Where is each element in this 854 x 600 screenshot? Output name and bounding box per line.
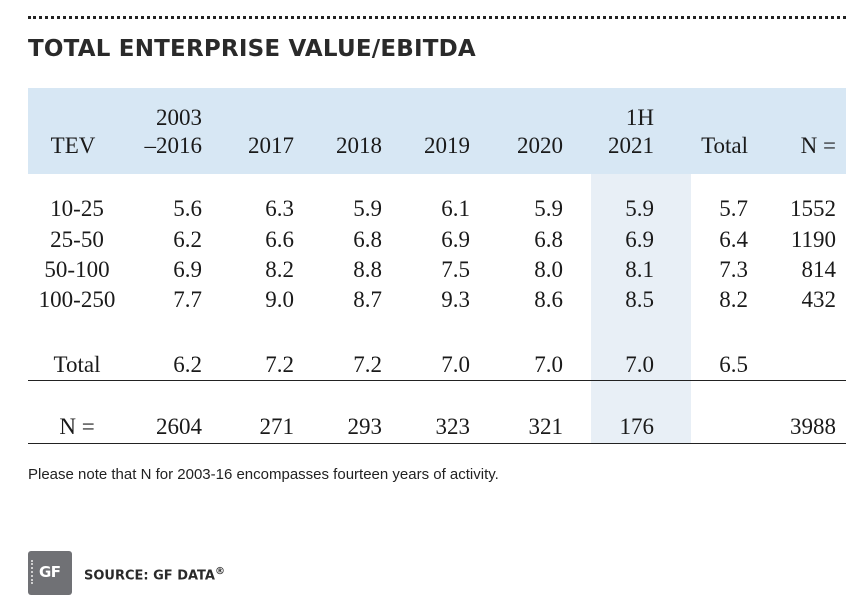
row-label: 25-50 bbox=[50, 227, 104, 252]
table-row: 50-100 6.9 8.2 8.8 7.5 8.0 8.1 7.3 814 bbox=[28, 255, 846, 285]
total-row: Total 6.2 7.2 7.2 7.0 7.0 7.0 6.5 bbox=[28, 350, 846, 380]
cell-n: 1190 bbox=[790, 227, 836, 252]
cell-2019: 7.5 bbox=[441, 257, 470, 282]
registered-mark: ® bbox=[214, 566, 225, 577]
cell-2017: 6.6 bbox=[265, 227, 294, 252]
cell-2017: 9.0 bbox=[265, 287, 294, 312]
dotted-divider bbox=[28, 16, 846, 19]
cell-2019: 6.1 bbox=[441, 196, 470, 221]
cell-2020: 6.8 bbox=[534, 227, 563, 252]
table-header-band bbox=[28, 88, 846, 174]
cell-1h-2021: 8.1 bbox=[625, 257, 654, 282]
cell-2019: 6.9 bbox=[441, 227, 470, 252]
table-bottom-rule bbox=[28, 443, 846, 444]
row-label: N = bbox=[59, 414, 95, 439]
n-row: N = 2604 271 293 323 321 176 3988 bbox=[28, 412, 846, 442]
cell-1h-2021: 176 bbox=[619, 414, 655, 439]
table-row: 100-250 7.7 9.0 8.7 9.3 8.6 8.5 8.2 432 bbox=[28, 285, 846, 315]
header-total: Total bbox=[701, 133, 748, 158]
cell-2003-2016: 6.2 bbox=[173, 227, 202, 252]
logo-text: GF bbox=[39, 563, 61, 581]
cell-2020: 321 bbox=[528, 414, 564, 439]
cell-2017: 271 bbox=[259, 414, 295, 439]
header-2003-line1: 2003 bbox=[156, 105, 202, 130]
footnote: Please note that N for 2003-16 encompass… bbox=[28, 466, 499, 483]
cell-1h-2021: 6.9 bbox=[625, 227, 654, 252]
cell-2003-2016: 7.7 bbox=[173, 287, 202, 312]
source-label: SOURCE: GF DATA bbox=[84, 568, 215, 584]
table-title: TOTAL ENTERPRISE VALUE/EBITDA bbox=[28, 36, 476, 62]
cell-2017: 8.2 bbox=[265, 257, 294, 282]
cell-2020: 5.9 bbox=[534, 196, 563, 221]
cell-2019: 7.0 bbox=[441, 352, 470, 377]
cell-1h-2021: 7.0 bbox=[625, 352, 654, 377]
header-2003-line2: –2016 bbox=[144, 133, 203, 158]
row-label: 100-250 bbox=[38, 287, 116, 312]
cell-2018: 293 bbox=[347, 414, 383, 439]
table-rule bbox=[28, 380, 846, 381]
logo-dots bbox=[31, 560, 36, 584]
cell-2003-2016: 2604 bbox=[156, 414, 202, 439]
cell-total: 7.3 bbox=[719, 257, 748, 282]
cell-2018: 7.2 bbox=[353, 352, 382, 377]
cell-2018: 6.8 bbox=[353, 227, 382, 252]
header-2017: 2017 bbox=[248, 133, 294, 158]
cell-2020: 8.6 bbox=[534, 287, 563, 312]
row-label: 50-100 bbox=[44, 257, 110, 282]
header-2018: 2018 bbox=[336, 133, 382, 158]
cell-2018: 8.8 bbox=[353, 257, 382, 282]
row-label: Total bbox=[53, 352, 101, 377]
cell-n: 1552 bbox=[790, 196, 836, 221]
cell-n: 814 bbox=[801, 257, 837, 282]
header-tev: TEV bbox=[50, 133, 96, 158]
highlighted-column-1h-2021 bbox=[591, 174, 691, 444]
header-2020: 2020 bbox=[517, 133, 563, 158]
row-label: 10-25 bbox=[50, 196, 104, 221]
gf-data-logo-icon: GF bbox=[28, 551, 72, 595]
cell-2003-2016: 6.2 bbox=[173, 352, 202, 377]
table-row: 25-50 6.2 6.6 6.8 6.9 6.8 6.9 6.4 1190 bbox=[28, 225, 846, 255]
cell-total: 6.4 bbox=[719, 227, 748, 252]
header-1h-line1: 1H bbox=[625, 105, 654, 130]
source-credit: SOURCE: GF DATA® bbox=[84, 566, 225, 583]
cell-total: 6.5 bbox=[719, 352, 748, 377]
cell-2020: 8.0 bbox=[534, 257, 563, 282]
cell-1h-2021: 5.9 bbox=[625, 196, 654, 221]
cell-n: 3988 bbox=[790, 414, 836, 439]
cell-2003-2016: 6.9 bbox=[173, 257, 202, 282]
cell-total: 5.7 bbox=[719, 196, 748, 221]
cell-2019: 9.3 bbox=[441, 287, 470, 312]
cell-1h-2021: 8.5 bbox=[625, 287, 654, 312]
header-2019: 2019 bbox=[424, 133, 470, 158]
cell-2018: 8.7 bbox=[353, 287, 382, 312]
cell-2020: 7.0 bbox=[534, 352, 563, 377]
header-1h-line2: 2021 bbox=[608, 133, 654, 158]
cell-n: 432 bbox=[801, 287, 837, 312]
cell-2003-2016: 5.6 bbox=[173, 196, 202, 221]
cell-2019: 323 bbox=[435, 414, 471, 439]
tev-ebitda-table: TEV 2003 –2016 2017 2018 2019 2020 1H 20… bbox=[28, 88, 846, 444]
cell-total: 8.2 bbox=[719, 287, 748, 312]
cell-2017: 6.3 bbox=[265, 196, 294, 221]
cell-2017: 7.2 bbox=[265, 352, 294, 377]
cell-2018: 5.9 bbox=[353, 196, 382, 221]
table-row: 10-25 5.6 6.3 5.9 6.1 5.9 5.9 5.7 1552 bbox=[28, 194, 846, 224]
header-n: N = bbox=[800, 133, 836, 158]
